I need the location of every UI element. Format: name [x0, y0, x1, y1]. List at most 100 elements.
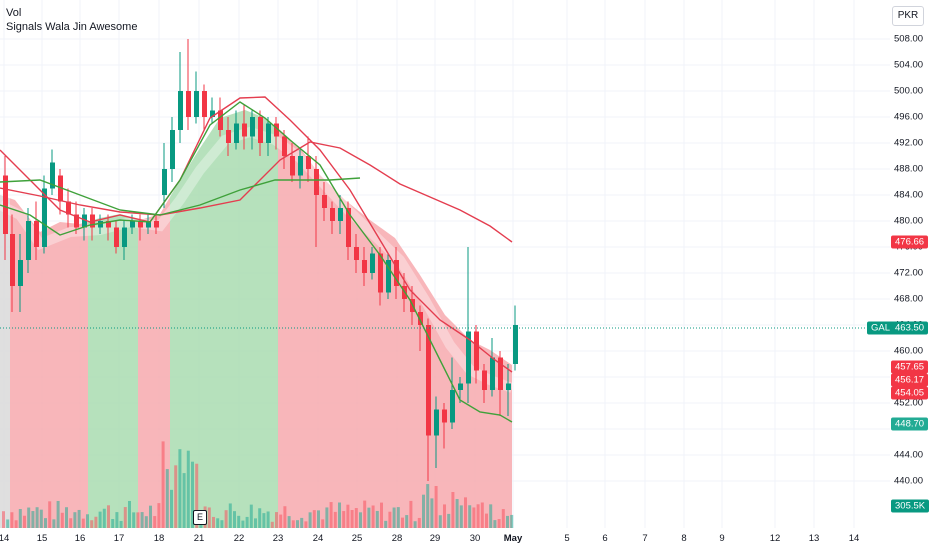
time-tick-label: 12 — [769, 533, 781, 544]
volume-bar — [90, 520, 94, 528]
candle-body — [34, 221, 39, 247]
price-tick-label: 492.00 — [894, 137, 924, 149]
volume-bar — [396, 507, 400, 528]
volume-bar — [464, 497, 467, 528]
volume-bar — [237, 515, 241, 528]
time-tick-label: 30 — [469, 533, 481, 544]
volume-bar — [342, 511, 346, 528]
volume-bar — [485, 513, 488, 528]
volume-bar — [413, 521, 417, 528]
volume-bar — [14, 520, 18, 528]
volume-bar — [241, 520, 245, 528]
earnings-event-marker[interactable]: E — [193, 510, 207, 525]
price-tag-band-2: 456.17 — [891, 373, 929, 387]
volume-bar — [128, 500, 131, 528]
volume-bar — [350, 510, 354, 528]
currency-button[interactable]: PKR — [892, 6, 924, 26]
volume-bar — [144, 516, 148, 528]
candle-body — [210, 110, 215, 117]
candle-body — [458, 383, 463, 390]
candle-body — [122, 227, 127, 247]
volume-bar — [426, 484, 430, 528]
candle-body — [194, 91, 199, 117]
candle-body — [306, 156, 311, 169]
candle-body — [322, 195, 327, 208]
volume-bar — [245, 516, 249, 528]
signal-zone — [138, 110, 170, 528]
candle-body — [442, 409, 447, 423]
volume-bar — [249, 504, 253, 528]
volume-bar — [65, 507, 68, 528]
candle-body — [234, 123, 239, 143]
time-tick-label: May — [503, 533, 523, 544]
time-tick-label: 7 — [642, 533, 648, 544]
volume-bar — [384, 520, 388, 528]
candle-body — [434, 409, 439, 436]
volume-bar — [123, 507, 127, 528]
signal-zone — [170, 110, 278, 528]
volume-bar — [489, 504, 493, 528]
price-tick-label: 480.00 — [894, 215, 924, 227]
volume-bar — [375, 510, 379, 528]
time-tick-label: 29 — [429, 533, 441, 544]
volume-bar — [228, 503, 232, 528]
volume-bar — [275, 512, 278, 528]
candle-body — [338, 208, 343, 221]
volume-bar — [497, 519, 501, 528]
volume-bar — [195, 463, 199, 528]
volume-bar — [317, 510, 320, 528]
candle-body — [3, 175, 8, 234]
candle-body — [482, 370, 487, 390]
volume-bar — [174, 465, 178, 528]
volume-bar — [346, 504, 350, 528]
time-tick-label: 25 — [351, 533, 363, 544]
volume-bar — [392, 507, 396, 528]
volume-bar — [161, 441, 165, 528]
volume-bar — [338, 502, 341, 528]
volume-bar — [39, 509, 43, 528]
candle-body — [362, 260, 367, 273]
volume-bar — [6, 519, 10, 528]
price-tick-label: 484.00 — [894, 189, 924, 201]
time-tick-label: 9 — [719, 533, 725, 544]
candle-body — [258, 117, 263, 143]
volume-bar — [77, 509, 81, 528]
volume-bar — [98, 511, 102, 528]
volume-bar — [321, 519, 325, 528]
signal-zone — [88, 110, 138, 528]
candle-body — [162, 169, 167, 195]
candle-body — [274, 123, 279, 137]
volume-bar — [212, 516, 215, 528]
candle-body — [298, 156, 303, 176]
time-tick-label: 14 — [0, 533, 10, 544]
candle-body — [346, 208, 351, 247]
volume-bar — [468, 505, 472, 528]
volume-bar — [186, 450, 190, 528]
candle-body — [426, 325, 431, 436]
signal-fast-line — [0, 101, 513, 423]
candle-body — [490, 357, 495, 390]
signal-zone — [0, 110, 10, 528]
volume-bar — [178, 449, 182, 528]
volume-bar — [233, 511, 236, 528]
price-tick-label: 472.00 — [894, 267, 924, 279]
price-tick-label: 496.00 — [894, 111, 924, 123]
candle-body — [354, 247, 359, 260]
volume-bar — [10, 512, 14, 528]
candle-body — [26, 221, 31, 260]
volume-bar — [283, 506, 287, 528]
price-tick-label: 460.00 — [894, 345, 924, 357]
price-tick-label: 452.00 — [894, 397, 924, 409]
candle-body — [506, 383, 511, 390]
candle-body — [114, 227, 119, 247]
price-tick-label: 440.00 — [894, 475, 924, 487]
price-tick-label: 500.00 — [894, 85, 924, 97]
candle-body — [42, 188, 47, 247]
candle-body — [10, 234, 15, 286]
volume-bar — [354, 508, 358, 528]
volume-bar — [56, 500, 60, 528]
volume-bar — [207, 507, 211, 528]
time-tick-label: 22 — [233, 533, 245, 544]
time-tick-label: 18 — [153, 533, 165, 544]
